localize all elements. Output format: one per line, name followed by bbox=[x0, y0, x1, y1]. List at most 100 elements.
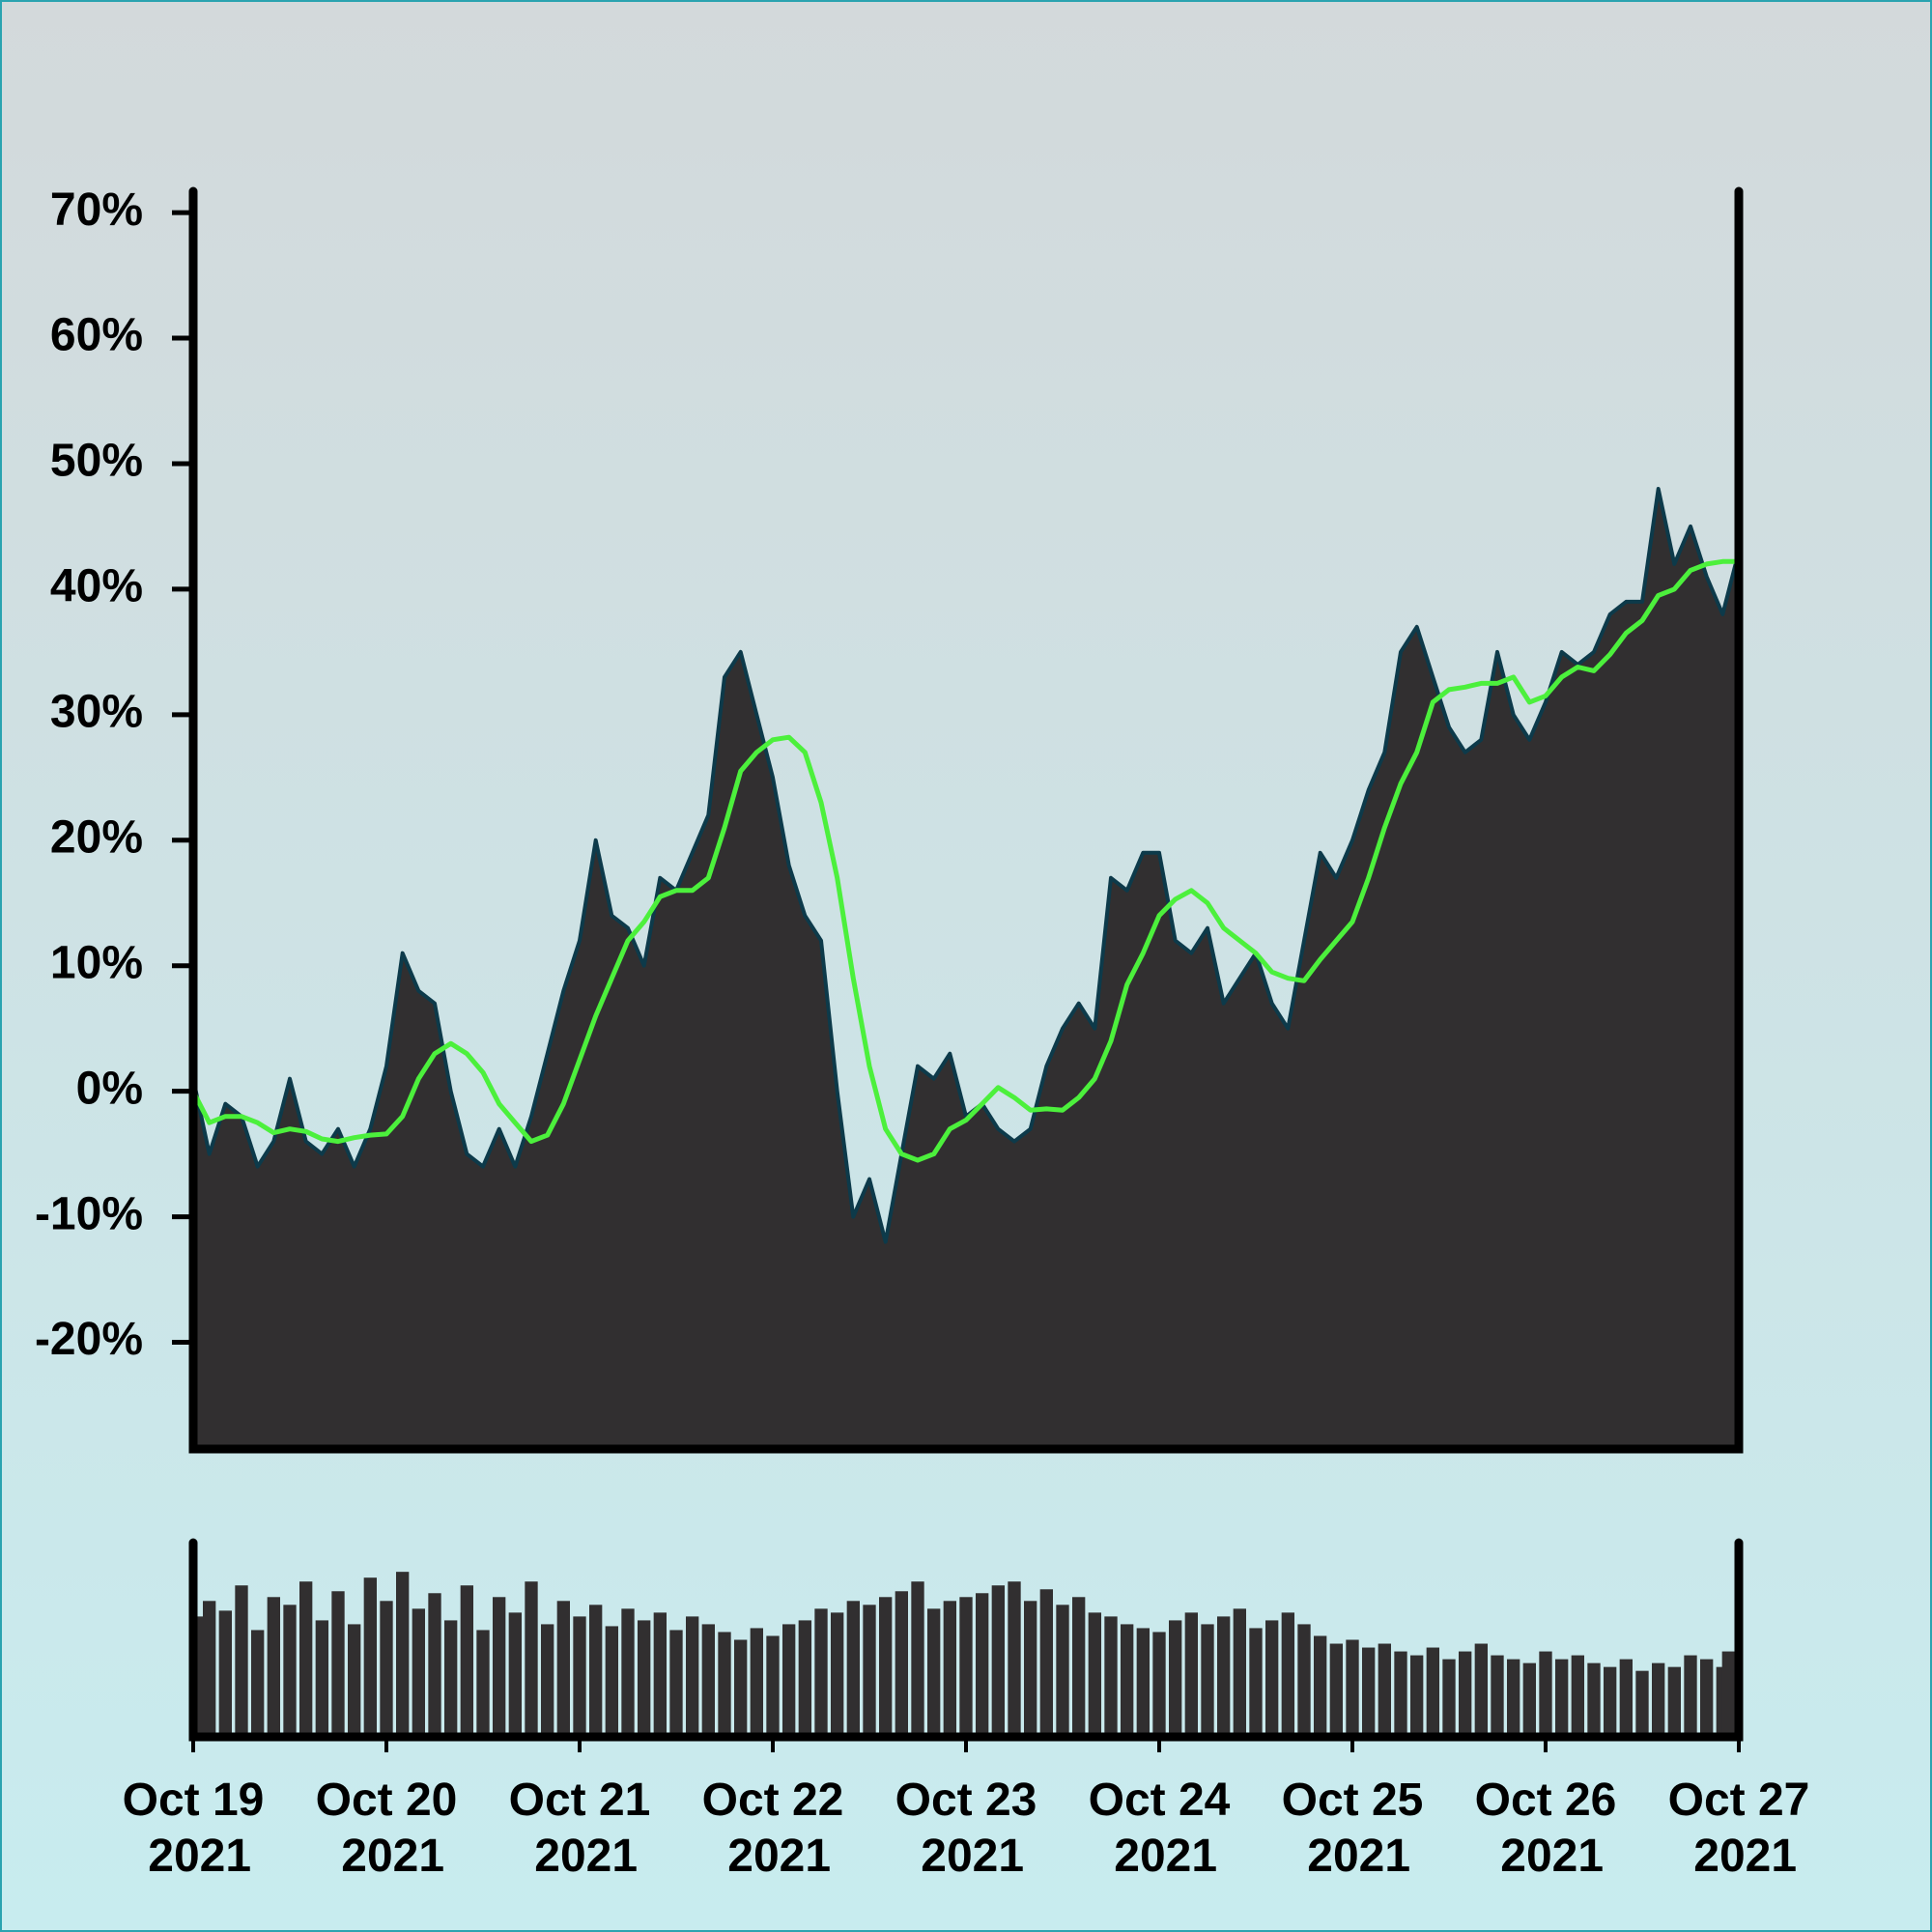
volume-bar bbox=[1249, 1628, 1263, 1737]
volume-bar bbox=[879, 1597, 893, 1737]
y-tick-label: 70% bbox=[50, 185, 143, 236]
volume-bar bbox=[1056, 1605, 1069, 1737]
volume-bar bbox=[380, 1601, 393, 1737]
volume-bar bbox=[1217, 1616, 1231, 1737]
line bbox=[190, 558, 1739, 1163]
x-tick-label: Oct 24 2021 bbox=[1089, 1775, 1231, 1882]
y-tick-label: 30% bbox=[50, 687, 143, 738]
volume-bar bbox=[1652, 1662, 1665, 1737]
volume-bar bbox=[976, 1593, 989, 1737]
volume-bar bbox=[605, 1626, 618, 1737]
volume-bar bbox=[1039, 1589, 1053, 1737]
volume-bar bbox=[508, 1612, 522, 1737]
volume-bar bbox=[1072, 1597, 1086, 1737]
volume-bar bbox=[1024, 1601, 1037, 1737]
volume-bar bbox=[1265, 1620, 1279, 1737]
volume-bar bbox=[525, 1581, 538, 1737]
volume-bar bbox=[1474, 1643, 1488, 1737]
volume-bar bbox=[782, 1624, 796, 1737]
volume-bar bbox=[1297, 1624, 1311, 1737]
y-tick-label: -20% bbox=[35, 1314, 143, 1365]
volume-bar bbox=[460, 1585, 473, 1737]
y-tick-label: 0% bbox=[76, 1063, 143, 1114]
volume-bar bbox=[299, 1581, 313, 1737]
volume-bar bbox=[203, 1601, 216, 1737]
volume-bar bbox=[541, 1624, 554, 1737]
plot-area: -20% -10% 0% 10% 20% 30% 40% 50% 60% 70% Oct 19 20… bbox=[35, 185, 1809, 1882]
volume-bar bbox=[1507, 1659, 1520, 1737]
x-tick-label: Oct 25 2021 bbox=[1282, 1775, 1424, 1882]
x-tick-label: Oct 19 2021 bbox=[123, 1775, 265, 1882]
area-edge bbox=[191, 487, 1741, 1244]
volume-bar bbox=[1459, 1651, 1472, 1737]
x-tick-label: Oct 22 2021 bbox=[702, 1775, 844, 1882]
volume-bar bbox=[1522, 1662, 1536, 1737]
volume-bar bbox=[766, 1635, 780, 1737]
volume-bar bbox=[556, 1601, 570, 1737]
x-tick-label: Oct 26 2021 bbox=[1475, 1775, 1617, 1882]
volume-bar bbox=[1233, 1608, 1246, 1737]
volume-bar bbox=[750, 1628, 763, 1737]
volume-bar bbox=[1346, 1639, 1359, 1737]
volume-bar bbox=[1491, 1655, 1504, 1737]
axis-frame bbox=[188, 1538, 1744, 1742]
y-tick-label: -10% bbox=[35, 1188, 143, 1239]
volume-bar bbox=[1442, 1659, 1456, 1737]
volume-bar bbox=[943, 1601, 956, 1737]
volume-bar bbox=[1152, 1632, 1166, 1737]
volume-bar bbox=[267, 1597, 280, 1737]
volume-bar bbox=[669, 1630, 683, 1737]
volume-bar bbox=[991, 1585, 1005, 1737]
volume-bar bbox=[444, 1620, 458, 1737]
volume-bar bbox=[428, 1593, 441, 1737]
volume-bar bbox=[1362, 1647, 1376, 1737]
volume-bar bbox=[846, 1601, 860, 1737]
volume-bar bbox=[348, 1624, 361, 1737]
volume-bar bbox=[718, 1632, 731, 1737]
area-fill bbox=[193, 489, 1739, 1449]
x-tick-label: Oct 27 2021 bbox=[1668, 1775, 1810, 1882]
volume-bar bbox=[831, 1612, 844, 1737]
volume-bar bbox=[493, 1597, 506, 1737]
x-tick-label: Oct 20 2021 bbox=[316, 1775, 458, 1882]
volume-bar bbox=[911, 1581, 924, 1737]
volume-bar bbox=[1281, 1612, 1294, 1737]
volume-bar bbox=[638, 1620, 651, 1737]
volume-bar bbox=[798, 1620, 811, 1737]
volume-bar bbox=[1184, 1612, 1198, 1737]
volume-bar bbox=[235, 1585, 248, 1737]
volume-bar bbox=[1410, 1655, 1424, 1737]
volume-bar bbox=[1700, 1659, 1714, 1737]
volume-bar bbox=[1667, 1666, 1681, 1737]
volume-bar bbox=[1378, 1643, 1391, 1737]
volume-bar bbox=[1394, 1651, 1407, 1737]
volume-bar bbox=[251, 1630, 265, 1737]
volume-bar bbox=[1136, 1628, 1150, 1737]
volume-bar bbox=[1329, 1643, 1343, 1737]
volume-bar bbox=[814, 1608, 828, 1737]
volume-bar bbox=[863, 1605, 876, 1737]
volume-bar bbox=[1619, 1659, 1633, 1737]
volume-bar bbox=[1571, 1655, 1584, 1737]
volume-bar bbox=[476, 1630, 490, 1737]
volume-bar bbox=[573, 1616, 586, 1737]
volume-bar bbox=[653, 1612, 667, 1737]
volume-bar bbox=[412, 1608, 425, 1737]
volume-bar bbox=[1635, 1670, 1649, 1737]
volume-bar bbox=[1684, 1655, 1697, 1737]
y-tick-label: 50% bbox=[50, 436, 143, 487]
y-tick-label: 40% bbox=[50, 561, 143, 612]
volume-bar bbox=[621, 1608, 635, 1737]
volume-bar bbox=[1008, 1581, 1021, 1737]
volume-bar bbox=[1314, 1635, 1327, 1737]
volume-bar bbox=[331, 1591, 345, 1737]
volume-bar bbox=[589, 1605, 603, 1737]
x-tick-label: Oct 23 2021 bbox=[895, 1775, 1037, 1882]
volume-bar bbox=[1169, 1620, 1182, 1737]
volume-bar bbox=[1426, 1647, 1439, 1737]
volume-bar bbox=[283, 1605, 297, 1737]
volume-bar bbox=[686, 1616, 699, 1737]
volume-bar bbox=[701, 1624, 715, 1737]
volume-bar bbox=[1587, 1662, 1601, 1737]
